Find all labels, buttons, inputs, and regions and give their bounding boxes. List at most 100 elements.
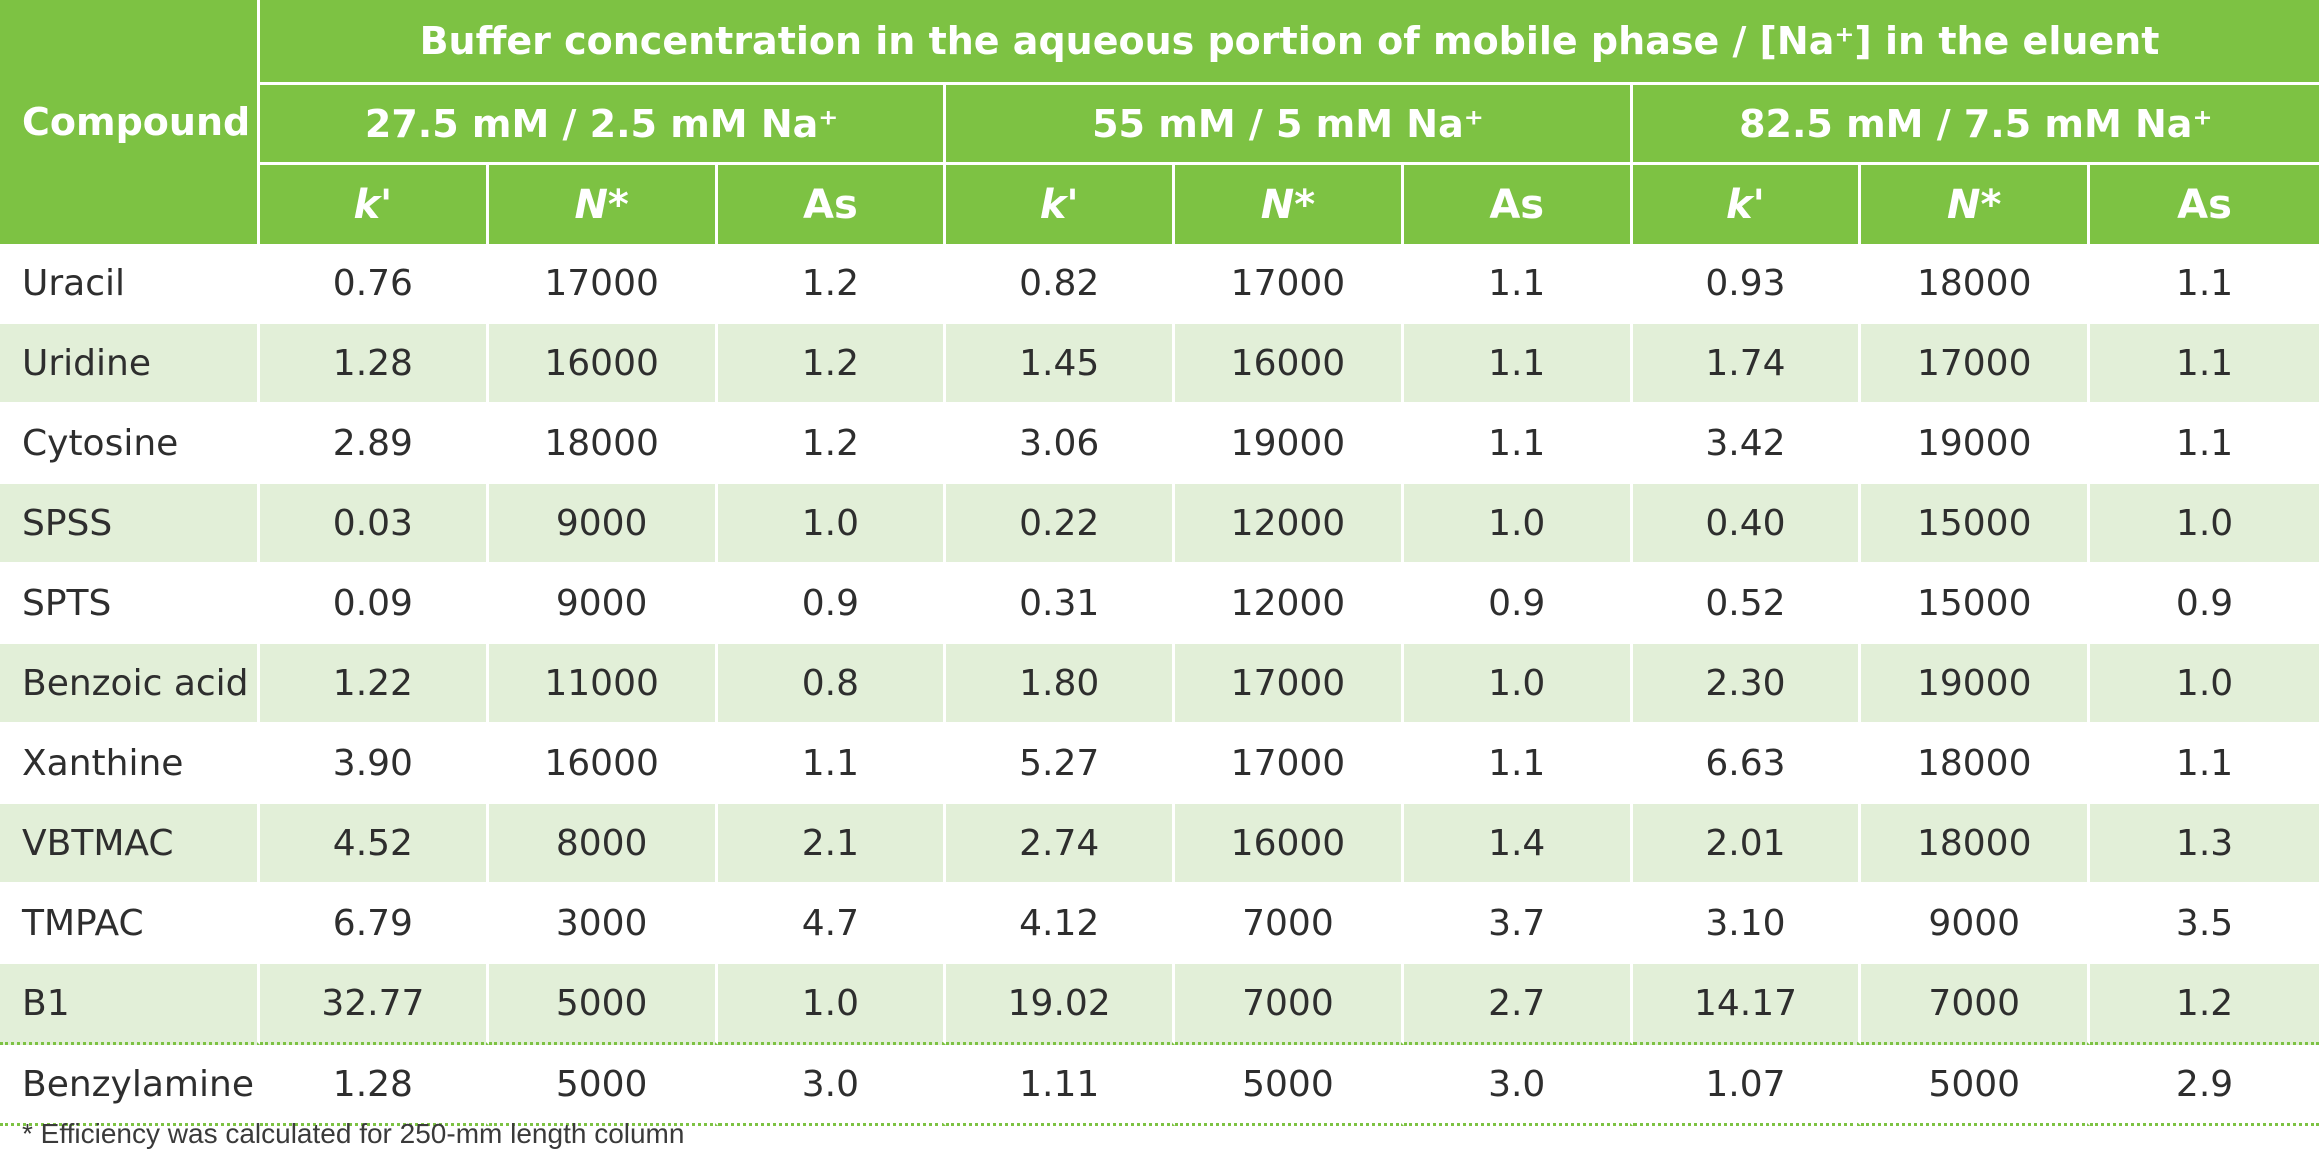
value-cell: 2.9 xyxy=(2090,1045,2319,1126)
value-cell: 0.40 xyxy=(1632,484,1862,564)
value-cell: 7000 xyxy=(1861,964,2091,1045)
value-cell: 1.1 xyxy=(1403,324,1633,404)
value-cell: 5000 xyxy=(1861,1045,2091,1126)
compound-name-cell: SPSS xyxy=(0,484,260,564)
compound-name-cell: Cytosine xyxy=(0,404,260,484)
value-cell: 17000 xyxy=(1175,244,1404,324)
value-cell: 3.06 xyxy=(946,404,1176,484)
compound-name-cell: B1 xyxy=(0,964,260,1045)
subheader-cell: As xyxy=(1403,165,1633,244)
table-row: SPTS 0.09 9000 0.9 0.31 12000 0.9 0.52 15000 0.9 xyxy=(0,564,2319,644)
value-cell: 7000 xyxy=(1175,964,1404,1045)
buffer-concentration-header: Buffer concentration in the aqueous port… xyxy=(260,0,2319,85)
table-header: Compound Buffer concentration in the aqu… xyxy=(0,0,2319,244)
value-cell: 3.7 xyxy=(1403,884,1633,964)
value-cell: 19000 xyxy=(1861,404,2091,484)
value-cell: 7000 xyxy=(1175,884,1404,964)
table-row: Benzylamine 1.28 5000 3.0 1.11 5000 3.0 1.07 500… xyxy=(0,1045,2319,1126)
value-cell: 2.89 xyxy=(260,404,489,484)
value-cell: 17000 xyxy=(1175,644,1404,724)
value-cell: 1.2 xyxy=(717,404,947,484)
value-cell: 3.42 xyxy=(1632,404,1862,484)
subheader-cell: k' xyxy=(260,165,489,244)
value-cell: 16000 xyxy=(1175,804,1404,884)
chromatography-results-table: Compound Buffer concentration in the aqu… xyxy=(0,0,2319,1126)
value-cell: 8000 xyxy=(488,804,718,884)
value-cell: 0.82 xyxy=(946,244,1176,324)
value-cell: 1.1 xyxy=(1403,724,1633,804)
value-cell: 2.01 xyxy=(1632,804,1862,884)
value-cell: 0.93 xyxy=(1632,244,1862,324)
value-cell: 16000 xyxy=(488,724,718,804)
value-cell: 18000 xyxy=(1861,724,2091,804)
value-cell: 6.79 xyxy=(260,884,489,964)
value-cell: 0.22 xyxy=(946,484,1176,564)
condition-header-3: 82.5 mM / 7.5 mM Na⁺ xyxy=(1632,85,2319,165)
value-cell: 11000 xyxy=(488,644,718,724)
subheader-cell: N* xyxy=(1861,165,2091,244)
value-cell: 0.8 xyxy=(717,644,947,724)
value-cell: 1.1 xyxy=(2090,324,2319,404)
compound-name-cell: Benzylamine xyxy=(0,1045,260,1126)
value-cell: 3.10 xyxy=(1632,884,1862,964)
table-row: Benzoic acid 1.22 11000 0.8 1.80 17000 1.0 2.30… xyxy=(0,644,2319,724)
value-cell: 2.74 xyxy=(946,804,1176,884)
value-cell: 1.1 xyxy=(1403,404,1633,484)
value-cell: 5000 xyxy=(488,964,718,1045)
value-cell: 1.2 xyxy=(2090,964,2319,1045)
table-body: Uracil 0.76 17000 1.2 0.82 17000 1.1 0.93 18000 1… xyxy=(0,244,2319,1126)
value-cell: 1.0 xyxy=(717,484,947,564)
value-cell: 18000 xyxy=(1861,244,2091,324)
value-cell: 15000 xyxy=(1861,564,2091,644)
compound-name-cell: TMPAC xyxy=(0,884,260,964)
value-cell: 1.1 xyxy=(2090,244,2319,324)
value-cell: 17000 xyxy=(1175,724,1404,804)
value-cell: 19.02 xyxy=(946,964,1176,1045)
value-cell: 16000 xyxy=(488,324,718,404)
footnote: * Efficiency was calculated for 250-mm l… xyxy=(22,1118,685,1149)
value-cell: 1.74 xyxy=(1632,324,1862,404)
table-row: TMPAC 6.79 3000 4.7 4.12 7000 3.7 3.10 9000 3.5 xyxy=(0,884,2319,964)
value-cell: 17000 xyxy=(488,244,718,324)
value-cell: 1.28 xyxy=(260,1045,489,1126)
table-row: Uridine 1.28 16000 1.2 1.45 16000 1.1 1.74 17000… xyxy=(0,324,2319,404)
value-cell: 0.9 xyxy=(2090,564,2319,644)
condition-header-1: 27.5 mM / 2.5 mM Na⁺ xyxy=(260,85,947,165)
table-row: Uracil 0.76 17000 1.2 0.82 17000 1.1 0.93 18000 1… xyxy=(0,244,2319,324)
value-cell: 1.1 xyxy=(2090,404,2319,484)
value-cell: 3.0 xyxy=(717,1045,947,1126)
subheader-cell: k' xyxy=(946,165,1176,244)
value-cell: 1.11 xyxy=(946,1045,1176,1126)
value-cell: 0.52 xyxy=(1632,564,1862,644)
value-cell: 1.0 xyxy=(2090,484,2319,564)
subheader-cell: As xyxy=(717,165,947,244)
compound-name-cell: VBTMAC xyxy=(0,804,260,884)
value-cell: 1.80 xyxy=(946,644,1176,724)
value-cell: 3000 xyxy=(488,884,718,964)
value-cell: 32.77 xyxy=(260,964,489,1045)
value-cell: 0.76 xyxy=(260,244,489,324)
value-cell: 2.7 xyxy=(1403,964,1633,1045)
table-row: Cytosine 2.89 18000 1.2 3.06 19000 1.1 3.42 1900… xyxy=(0,404,2319,484)
value-cell: 16000 xyxy=(1175,324,1404,404)
value-cell: 0.9 xyxy=(717,564,947,644)
value-cell: 1.1 xyxy=(1403,244,1633,324)
value-cell: 2.30 xyxy=(1632,644,1862,724)
value-cell: 9000 xyxy=(488,564,718,644)
value-cell: 3.0 xyxy=(1403,1045,1633,1126)
value-cell: 0.09 xyxy=(260,564,489,644)
value-cell: 1.0 xyxy=(2090,644,2319,724)
table-row: VBTMAC 4.52 8000 2.1 2.74 16000 1.4 2.01 18000 1.… xyxy=(0,804,2319,884)
compound-name-cell: Benzoic acid xyxy=(0,644,260,724)
value-cell: 1.0 xyxy=(1403,484,1633,564)
value-cell: 18000 xyxy=(1861,804,2091,884)
subheader-cell: As xyxy=(2090,165,2319,244)
value-cell: 1.0 xyxy=(717,964,947,1045)
value-cell: 19000 xyxy=(1175,404,1404,484)
value-cell: 6.63 xyxy=(1632,724,1862,804)
value-cell: 9000 xyxy=(1861,884,2091,964)
compound-name-cell: Uracil xyxy=(0,244,260,324)
subheader-cell: N* xyxy=(488,165,718,244)
value-cell: 17000 xyxy=(1861,324,2091,404)
